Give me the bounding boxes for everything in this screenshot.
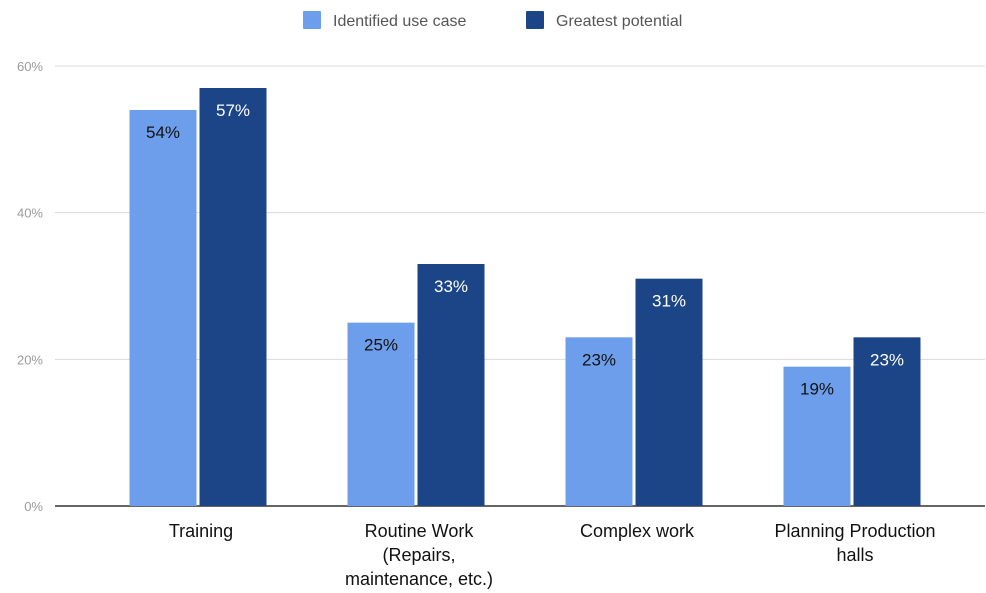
- bar-greatest-2: [635, 278, 703, 506]
- category-label-line: halls: [836, 545, 873, 565]
- bar-greatest-3: [853, 337, 921, 506]
- y-tick-label: 0%: [24, 499, 43, 514]
- y-tick-label: 60%: [17, 59, 43, 74]
- y-tick-label: 40%: [17, 206, 43, 221]
- bar-greatest-1: [417, 264, 485, 506]
- data-label: 19%: [800, 380, 834, 399]
- y-tick-label: 20%: [17, 352, 43, 367]
- category-label-line: maintenance, etc.): [345, 569, 493, 589]
- bar-greatest-0: [199, 88, 267, 506]
- bars: 54% 57% 25% 33% 23% 31% 19% 23%: [129, 88, 921, 506]
- data-label: 23%: [582, 350, 616, 369]
- y-axis-ticks: 0% 20% 40% 60%: [17, 59, 43, 514]
- data-label: 31%: [652, 292, 686, 311]
- bar-identified-1: [347, 322, 415, 506]
- legend-swatch: [526, 11, 544, 29]
- category-label-line: Planning Production: [774, 521, 935, 541]
- x-axis-labels: Training Routine Work (Repairs, maintenance…: [169, 521, 936, 589]
- data-label: 25%: [364, 336, 398, 355]
- data-label: 33%: [434, 277, 468, 296]
- category-label: Routine Work (Repairs, maintenance, etc.): [345, 521, 493, 589]
- category-label-line: Complex work: [580, 521, 695, 541]
- data-label: 23%: [870, 350, 904, 369]
- category-label-line: Routine Work: [365, 521, 475, 541]
- category-label: Complex work: [580, 521, 695, 541]
- category-label-line: Training: [169, 521, 233, 541]
- bar-identified-3: [783, 366, 851, 506]
- legend-swatch: [303, 11, 321, 29]
- legend: Identified use case Greatest potential: [303, 11, 682, 30]
- legend-label: Greatest potential: [556, 13, 682, 30]
- category-label-line: (Repairs,: [382, 545, 455, 565]
- category-label: Training: [169, 521, 233, 541]
- bar-identified-2: [565, 337, 633, 506]
- legend-label: Identified use case: [333, 13, 467, 30]
- category-label: Planning Production halls: [774, 521, 935, 565]
- bar-identified-0: [129, 110, 197, 506]
- data-label: 57%: [216, 101, 250, 120]
- data-label: 54%: [146, 123, 180, 142]
